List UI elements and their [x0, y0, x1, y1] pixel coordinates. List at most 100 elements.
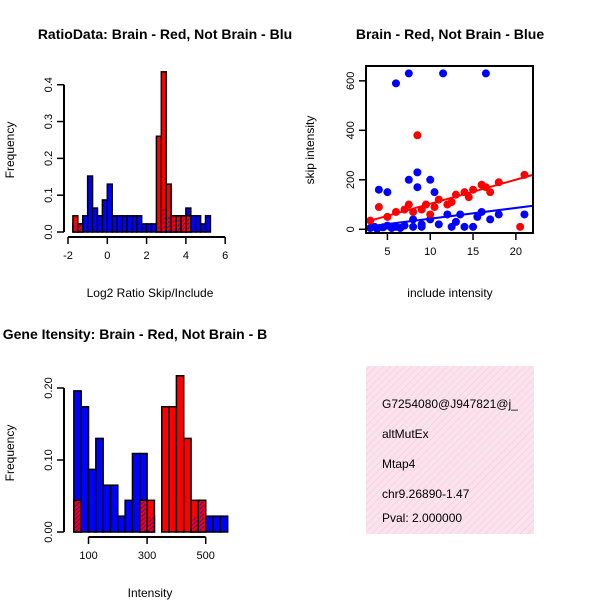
ratio-histogram-panel: RatioData: Brain - Red, Not Brain - Blu …: [3, 26, 292, 300]
scatter-panel: Brain - Red, Not Brain - Blue include in…: [303, 26, 544, 300]
intensity-y-tick-label: 0.00: [43, 521, 55, 542]
ratio-x-tick-label: 4: [183, 250, 189, 262]
scatter-y-tick-label: 0: [345, 226, 357, 232]
intensity-bar-brain: [168, 405, 178, 533]
ratio-bar-not-brain: [86, 175, 94, 233]
scatter-point-not-brain: [413, 168, 422, 177]
scatter-point-not-brain: [481, 69, 490, 78]
intensity-bar-not-brain: [102, 484, 112, 533]
scatter-point-not-brain: [413, 183, 422, 192]
scatter-point-not-brain: [404, 69, 413, 78]
intensity-histogram-title: Gene Itensity: Brain - Red, Not Brain - …: [3, 326, 267, 342]
scatter-point-brain: [413, 131, 422, 140]
scatter-point-not-brain: [400, 221, 409, 230]
ratio-bar-overlap: [167, 216, 170, 231]
ratio-histogram-plot: -2 0 2 4 6 0.0 0.1 0.2 0.3 0.4: [43, 71, 228, 262]
scatter-point-brain: [464, 193, 473, 202]
intensity-bar-overlap: [192, 517, 197, 531]
ratio-x-tick-label: 2: [144, 250, 150, 262]
intensity-bar-brain: [161, 405, 170, 533]
scatter-point-brain: [430, 203, 439, 212]
scatter-point-not-brain: [430, 188, 439, 197]
ratio-histogram-title: RatioData: Brain - Red, Not Brain - Blu: [38, 26, 292, 42]
ratio-x-tick-label: 6: [222, 250, 228, 262]
intensity-histogram-panel: Gene Itensity: Brain - Red, Not Brain - …: [3, 326, 267, 600]
scatter-x-tick-label: 20: [510, 246, 522, 258]
intensity-bar-overlap: [141, 501, 146, 531]
scatter-y-tick-label: 600: [345, 72, 357, 90]
scatter-ylabel: skip intensity: [303, 116, 317, 185]
ratio-y-tick-label: 0.1: [43, 188, 55, 203]
scatter-point-brain: [486, 188, 495, 197]
scatter-x-tick-label: 5: [384, 246, 390, 258]
ratio-y-tick-label: 0.4: [43, 77, 55, 92]
scatter-point-brain: [516, 222, 525, 231]
probe-id-text: G7254080@J947821@j_: [382, 397, 518, 411]
scatter-point-not-brain: [451, 217, 460, 226]
location-text: chr9.26890-1.47: [382, 487, 470, 501]
intensity-bar-overlap: [75, 501, 80, 531]
ratio-y-tick-label: 0.3: [43, 114, 55, 129]
intensity-bar-not-brain: [131, 452, 141, 533]
info-box-hatch: [366, 366, 534, 534]
gene-name-text: Mtap4: [382, 457, 416, 471]
scatter-point-not-brain: [374, 185, 383, 194]
ratio-bar-overlap: [157, 224, 160, 231]
scatter-point-brain: [426, 210, 435, 219]
scatter-x-tick-label: 10: [424, 246, 436, 258]
scatter-y-tick-label: 200: [345, 171, 357, 189]
scatter-point-not-brain: [460, 222, 469, 231]
scatter-point-not-brain: [383, 188, 392, 197]
ratio-x-tick-label: 0: [104, 250, 110, 262]
scatter-x-tick-label: 15: [467, 246, 479, 258]
intensity-bar-not-brain: [80, 405, 90, 533]
scatter-point-not-brain: [469, 222, 478, 231]
intensity-y-tick-label: 0.20: [43, 377, 55, 398]
scatter-point-brain: [374, 203, 383, 212]
ratio-bar-brain: [165, 183, 172, 233]
intensity-bar-not-brain: [204, 515, 214, 533]
intensity-bar-brain: [175, 375, 185, 533]
intensity-bar-not-brain: [219, 515, 229, 533]
ratio-bar-overlap: [74, 224, 77, 231]
intensity-bar-not-brain: [124, 499, 134, 533]
pval-text: Pval: 2.000000: [382, 511, 462, 525]
ratio-bar-brain: [160, 71, 167, 233]
intensity-bar-overlap: [148, 517, 153, 531]
intensity-x-tick-label: 100: [79, 550, 97, 562]
ratio-bar-overlap: [79, 224, 82, 231]
intensity-bar-not-brain: [212, 515, 222, 533]
intensity-x-tick-label: 300: [138, 550, 156, 562]
intensity-histogram-xlabel: Intensity: [128, 586, 173, 600]
scatter-point-not-brain: [520, 210, 529, 219]
scatter-fit-line-not-brain: [365, 204, 534, 228]
scatter-title: Brain - Red, Not Brain - Blue: [356, 26, 544, 42]
ratio-y-tick-label: 0.2: [43, 151, 55, 166]
ratio-bar-not-brain: [204, 215, 212, 233]
scatter-point-not-brain: [417, 222, 426, 231]
scatter-y-tick-label: 400: [345, 121, 357, 139]
ratio-bar-not-brain: [106, 183, 113, 233]
intensity-y-tick-label: 0.10: [43, 449, 55, 470]
ratio-bar-overlap: [187, 216, 190, 231]
intensity-bar-not-brain: [87, 468, 97, 533]
intensity-bar-overlap: [199, 501, 205, 531]
ratio-histogram-ylabel: Frequency: [3, 122, 17, 179]
intensity-bar-brain: [182, 437, 192, 533]
scatter-point-not-brain: [373, 224, 382, 233]
scatter-point-not-brain: [409, 222, 418, 231]
ratio-x-tick-label: -2: [63, 250, 73, 262]
ratio-histogram-xlabel: Log2 Ratio Skip/Include: [87, 286, 214, 300]
scatter-fit-line-brain: [365, 173, 534, 223]
scatter-xlabel: include intensity: [407, 286, 492, 300]
ratio-bar-overlap: [162, 209, 165, 231]
intensity-histogram-ylabel: Frequency: [3, 425, 17, 482]
intensity-bar-brain: [146, 499, 156, 533]
scatter-point-not-brain: [494, 210, 503, 219]
scatter-point-not-brain: [391, 79, 400, 88]
scatter-point-brain: [404, 200, 413, 209]
scatter-point-not-brain: [404, 175, 413, 184]
scatter-point-brain: [447, 198, 456, 207]
scatter-point-not-brain: [426, 175, 435, 184]
